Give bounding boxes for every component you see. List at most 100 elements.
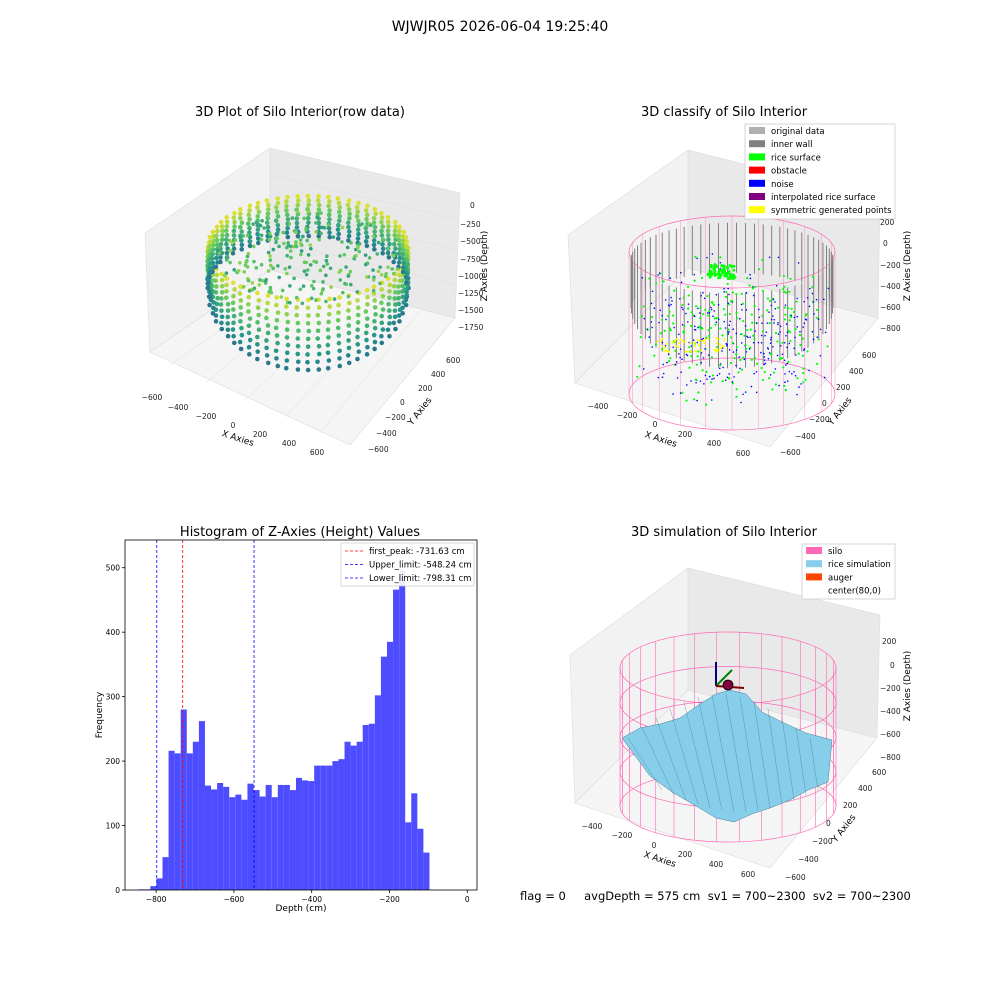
- noise-point: [666, 362, 668, 364]
- rice-point: [784, 318, 786, 320]
- rice-point: [688, 367, 690, 369]
- raw-point: [264, 338, 269, 343]
- noise-point: [690, 345, 692, 347]
- noise-point: [741, 342, 743, 344]
- rice-point: [681, 304, 683, 306]
- rice-point: [718, 275, 721, 278]
- legend-swatch: [749, 206, 765, 213]
- rice-point: [766, 309, 768, 311]
- noise-point: [813, 313, 815, 315]
- rice-point: [719, 256, 721, 258]
- noise-point: [751, 386, 753, 388]
- raw-point: [339, 278, 343, 282]
- raw-point: [395, 267, 399, 271]
- raw-point: [294, 313, 299, 318]
- noise-point: [668, 304, 670, 306]
- rice-point: [729, 277, 732, 280]
- noise-point: [769, 256, 771, 258]
- raw-point: [306, 321, 311, 326]
- raw-point: [288, 265, 292, 269]
- rice-point: [688, 294, 690, 296]
- raw-point: [238, 261, 242, 265]
- y-tick-label: 200: [418, 384, 433, 393]
- raw-point: [347, 198, 352, 203]
- raw-point: [276, 237, 280, 241]
- noise-point: [732, 381, 734, 383]
- raw-point: [326, 343, 331, 348]
- noise-point: [784, 373, 786, 375]
- raw-point: [266, 203, 271, 208]
- histogram-bar: [417, 829, 423, 890]
- noise-point: [728, 324, 730, 326]
- raw-point: [248, 338, 253, 343]
- noise-point: [711, 399, 713, 401]
- noise-point: [749, 274, 751, 276]
- raw-point: [238, 305, 243, 310]
- raw-point: [364, 309, 369, 314]
- raw-point: [281, 231, 285, 235]
- raw-point: [247, 213, 252, 218]
- raw-point: [226, 327, 231, 332]
- histogram-x-ticks: −800 −600 −400 −200 0: [146, 890, 470, 904]
- y-tick-label: 400: [106, 628, 121, 637]
- raw-point: [400, 284, 405, 289]
- rice-point: [784, 314, 786, 316]
- noise-point: [809, 288, 811, 290]
- raw-point: [285, 327, 290, 332]
- noise-point: [740, 402, 742, 404]
- noise-point: [712, 315, 714, 317]
- panel-simulation-legend: silorice simulationaugercenter(80,0): [802, 544, 895, 599]
- raw-point: [347, 207, 352, 212]
- histogram-bar: [308, 781, 314, 890]
- noise-point: [710, 307, 712, 309]
- raw-point: [404, 235, 409, 240]
- raw-point: [381, 294, 386, 299]
- raw-point: [274, 326, 279, 331]
- raw-point: [392, 284, 397, 289]
- y-tick-label: 600: [872, 768, 887, 777]
- raw-point: [295, 225, 300, 230]
- rice-point: [736, 388, 738, 390]
- noise-point: [672, 346, 674, 348]
- noise-point: [749, 348, 751, 350]
- noise-point: [802, 326, 804, 328]
- z-tick-label: −500: [460, 237, 481, 246]
- noise-point: [777, 324, 779, 326]
- raw-point: [377, 269, 381, 273]
- noise-point: [659, 272, 661, 274]
- noise-point: [828, 288, 830, 290]
- raw-point: [336, 303, 341, 308]
- raw-point: [386, 251, 391, 256]
- raw-point: [380, 224, 385, 229]
- rice-point: [733, 357, 735, 359]
- raw-point: [255, 342, 260, 347]
- raw-point: [337, 295, 342, 300]
- x-tick-label: −400: [168, 403, 189, 412]
- raw-point: [388, 315, 393, 320]
- noise-point: [758, 342, 760, 344]
- raw-point: [288, 284, 292, 288]
- raw-point: [301, 235, 305, 239]
- rice-point: [768, 377, 770, 379]
- rice-point: [787, 307, 789, 309]
- raw-point: [343, 253, 347, 257]
- raw-point: [285, 213, 290, 218]
- raw-point: [393, 302, 398, 307]
- raw-point: [379, 334, 384, 339]
- rice-point: [638, 365, 640, 367]
- rice-point: [711, 301, 713, 303]
- rice-point: [663, 280, 665, 282]
- noise-point: [756, 322, 758, 324]
- raw-point: [336, 196, 341, 201]
- raw-point: [276, 214, 281, 219]
- raw-point: [381, 307, 386, 312]
- raw-point: [391, 254, 395, 258]
- histogram-bar: [193, 742, 199, 890]
- noise-point: [661, 315, 663, 317]
- noise-point: [647, 329, 649, 331]
- rice-point: [727, 267, 730, 270]
- raw-point: [220, 224, 225, 229]
- noise-point: [707, 312, 709, 314]
- raw-point: [393, 220, 398, 225]
- y-tick-label: 600: [446, 356, 461, 365]
